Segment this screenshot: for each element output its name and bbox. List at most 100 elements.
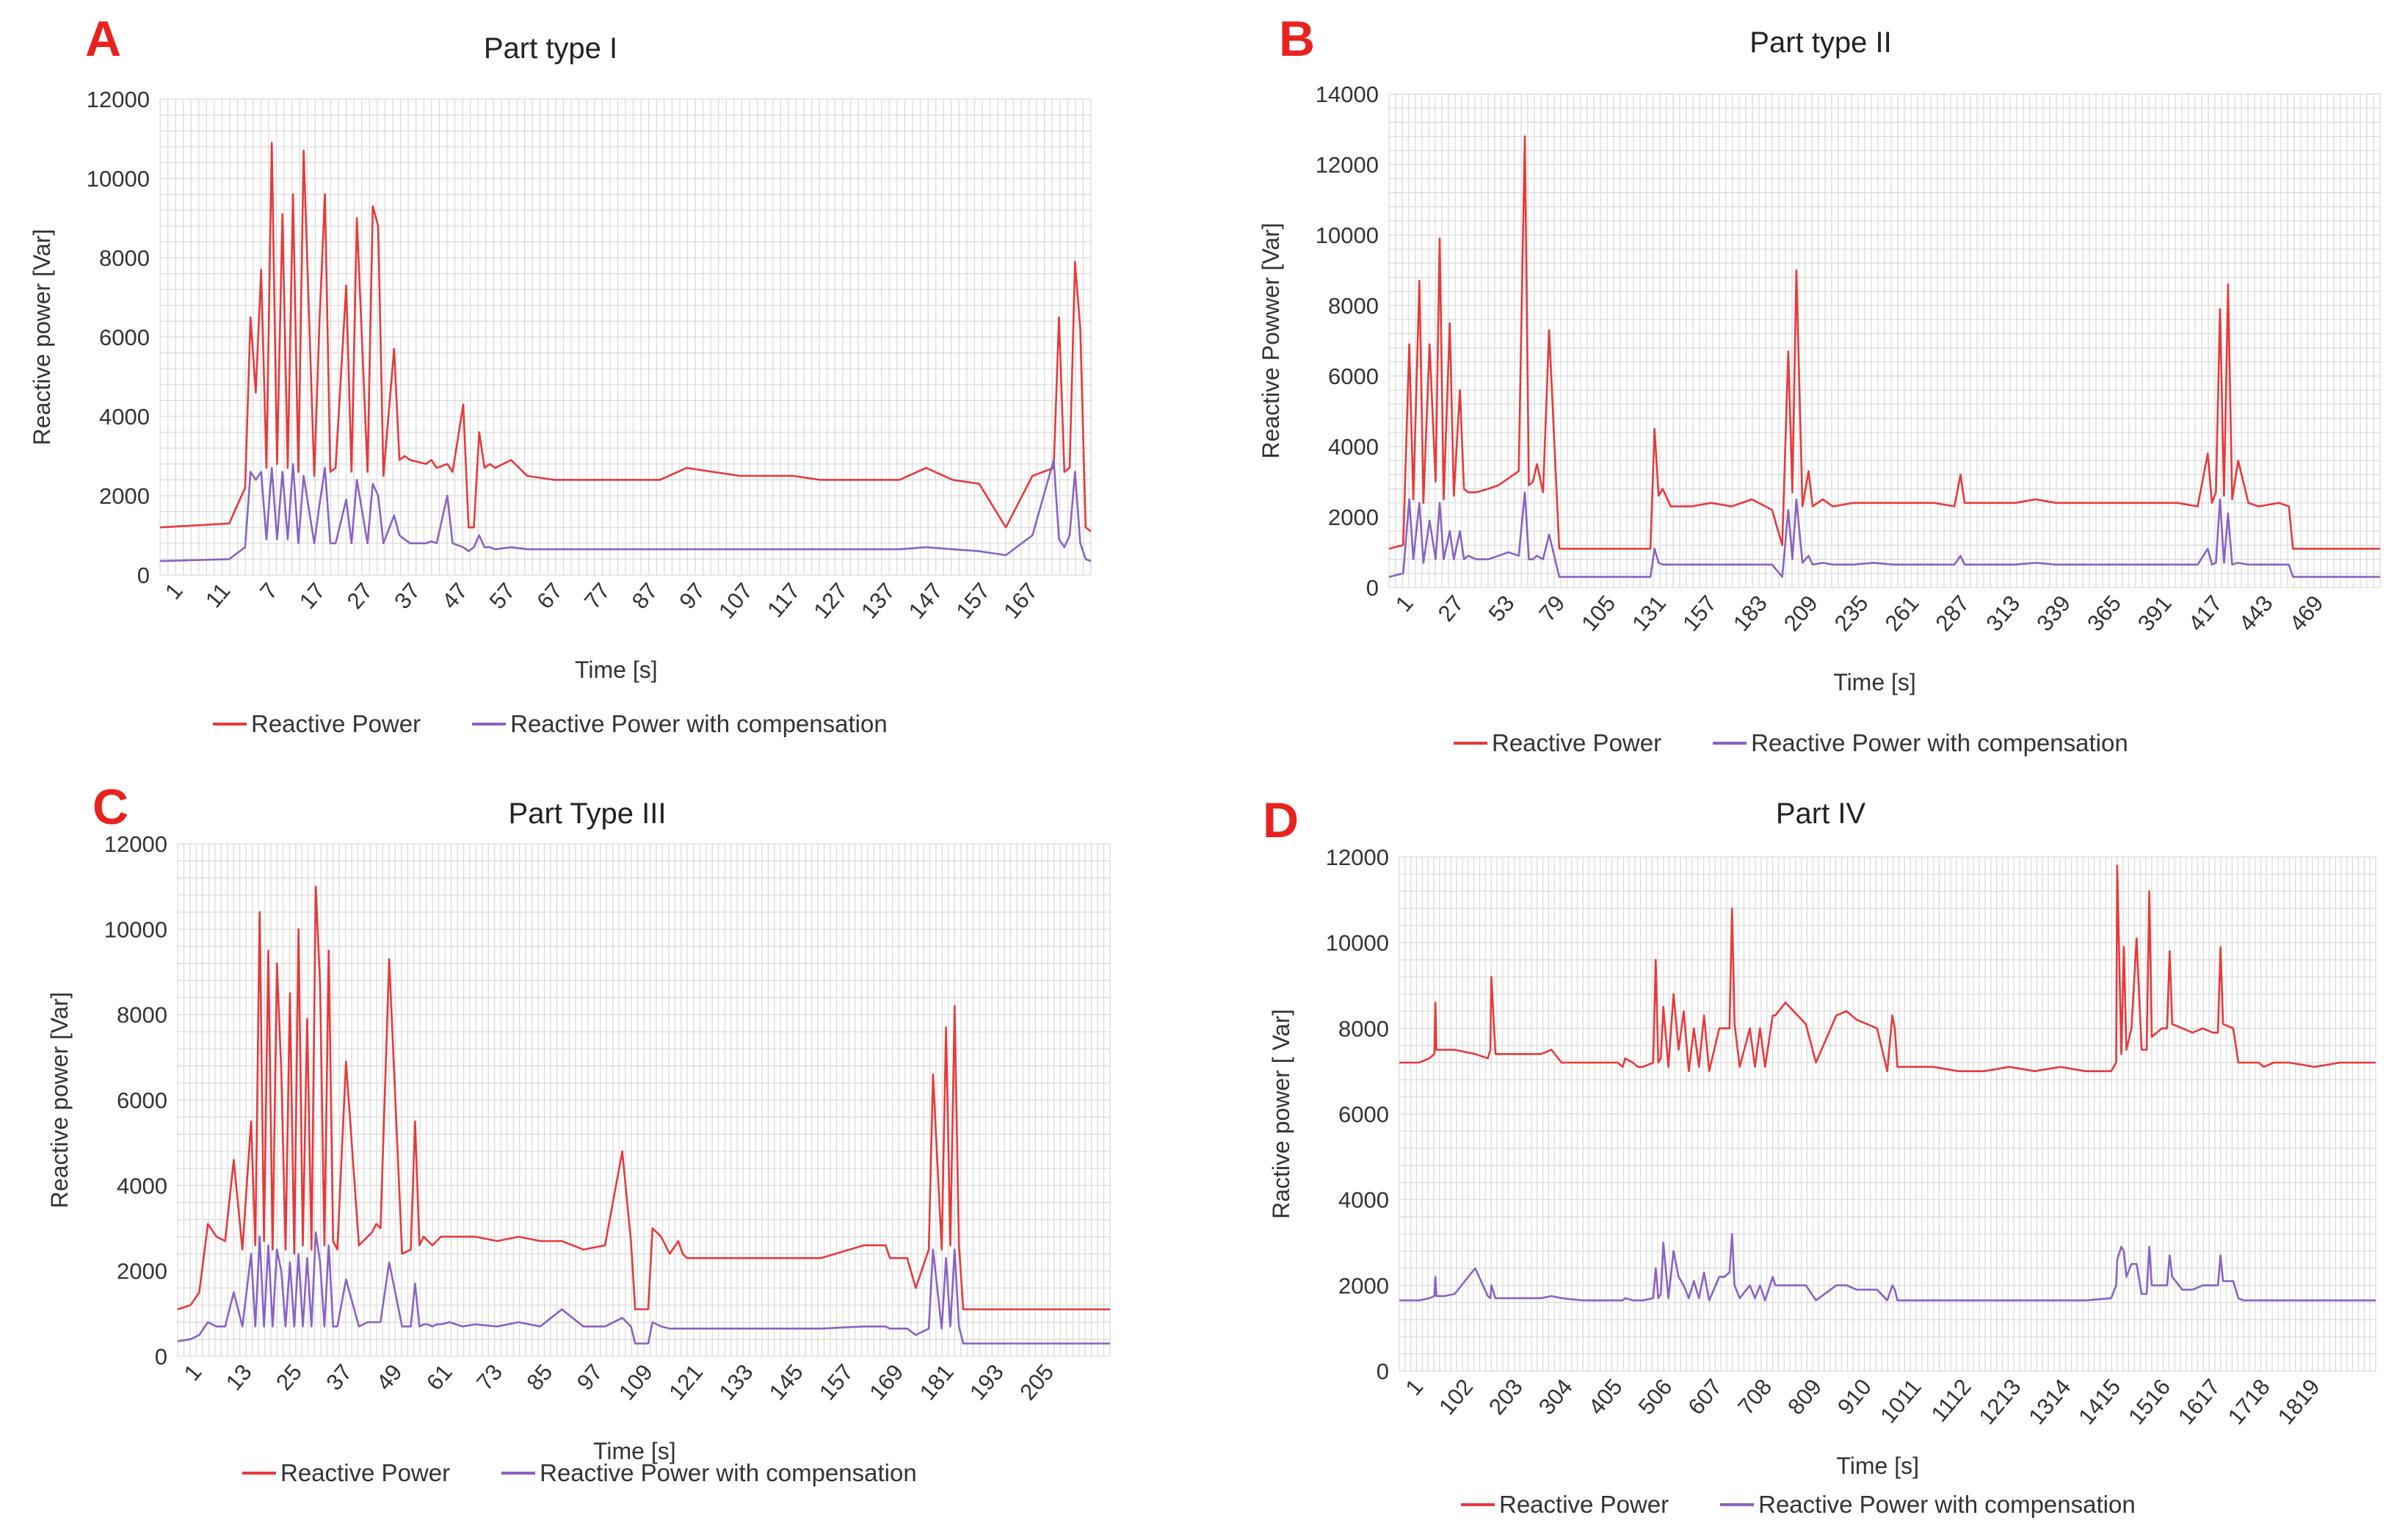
y-tick-label: 0 xyxy=(1377,1359,1389,1384)
legend-label-reactive: Reactive Power xyxy=(1492,729,1662,756)
x-tick-label: 607 xyxy=(1683,1374,1727,1420)
y-tick-label: 10000 xyxy=(104,916,167,942)
x-tick-label: 339 xyxy=(2031,590,2075,636)
legend-label-compensated: Reactive Power with compensation xyxy=(1751,729,2128,756)
x-tick-label: 17 xyxy=(294,578,330,614)
x-tick-label: 417 xyxy=(2183,590,2227,636)
x-tick-label: 183 xyxy=(1728,590,1772,636)
panel-letter-a: A xyxy=(85,11,122,67)
x-tick-label: 57 xyxy=(485,578,521,614)
x-axis-title: Time [s] xyxy=(1836,1453,1919,1479)
x-tick-label: 1112 xyxy=(1926,1374,1976,1427)
y-tick-label: 10000 xyxy=(1326,930,1389,956)
x-tick-label: 169 xyxy=(864,1359,908,1405)
legend-swatch-compensated xyxy=(1720,1503,1755,1506)
x-tick-label: 1516 xyxy=(2123,1374,2175,1429)
y-tick-label: 12000 xyxy=(1326,845,1389,870)
y-tick-label: 14000 xyxy=(1316,82,1379,107)
x-tick-label: 304 xyxy=(1534,1374,1578,1420)
x-tick-label: 167 xyxy=(998,578,1042,623)
chart-panel-b: B Part type II 0 2000 4000 6000 8000 10000 120… xyxy=(1233,0,2408,771)
y-tick-label: 6000 xyxy=(117,1088,167,1113)
x-tick-label: 133 xyxy=(714,1359,758,1405)
x-tick-label: 1314 xyxy=(2023,1374,2075,1429)
y-tick-label: 12000 xyxy=(104,831,167,857)
chart-title-a: Part type I xyxy=(483,32,618,65)
x-tick-label: 1415 xyxy=(2073,1374,2125,1429)
legend-b: Reactive Power Reactive Power with compe… xyxy=(1454,729,2128,757)
y-tick-label: 8000 xyxy=(1338,1016,1389,1041)
y-tick-label: 4000 xyxy=(117,1173,167,1198)
x-tick-label: 137 xyxy=(856,578,900,623)
legend-swatch-compensated xyxy=(1713,742,1747,745)
series-line-compensated-power xyxy=(159,459,1092,563)
y-tick-label: 0 xyxy=(155,1344,167,1370)
x-axis-title: Time [s] xyxy=(575,657,658,683)
x-tick-label: 469 xyxy=(2285,590,2329,636)
legend-item-compensated: Reactive Power with compensation xyxy=(1720,1491,2136,1519)
chart-svg-c: 0 2000 4000 6000 8000 10000 12000 1 13 25 37 49 61 73… xyxy=(46,831,1111,1464)
y-tick-label: 8000 xyxy=(1328,293,1379,319)
x-tick-label: 127 xyxy=(808,578,852,623)
legend-label-reactive: Reactive Power xyxy=(251,710,421,737)
y-tick-label: 4000 xyxy=(1328,434,1379,460)
series-line-reactive-power xyxy=(159,142,1092,532)
y-tick-label: 12000 xyxy=(87,87,150,112)
x-tick-label: 365 xyxy=(2082,590,2126,636)
x-tick-label: 117 xyxy=(762,578,805,622)
x-tick-label: 121 xyxy=(664,1359,708,1405)
x-tick-label: 87 xyxy=(627,578,663,614)
x-tick-label: 443 xyxy=(2234,590,2278,636)
x-tick-label: 27 xyxy=(342,578,378,614)
y-tick-label: 0 xyxy=(137,563,150,588)
x-tick-label: 1 xyxy=(1390,590,1418,617)
x-tick-label: 1 xyxy=(179,1359,207,1386)
legend-label-compensated: Reactive Power with compensation xyxy=(540,1459,917,1486)
x-tick-label: 1718 xyxy=(2223,1374,2275,1429)
legend-swatch-reactive xyxy=(1461,1503,1495,1506)
y-tick-label: 6000 xyxy=(1328,364,1379,389)
y-tick-label: 2000 xyxy=(1328,505,1379,530)
x-tick-label: 53 xyxy=(1484,590,1520,626)
y-axis-title: Reactive power [Var] xyxy=(46,992,73,1209)
x-tick-label: 193 xyxy=(965,1359,1009,1405)
legend-item-compensated: Reactive Power with compensation xyxy=(472,710,888,738)
y-tick-label: 0 xyxy=(1366,575,1379,601)
chart-title-d: Part IV xyxy=(1775,798,1866,830)
chart-svg-d: 0 2000 4000 6000 8000 10000 12000 1 102 203 304 405… xyxy=(1268,845,2376,1479)
x-axis-title: Time [s] xyxy=(1833,669,1916,695)
y-axis-title: Reactive Powwer [Var] xyxy=(1258,223,1284,458)
x-tick-label: 181 xyxy=(915,1359,959,1405)
legend-swatch-compensated xyxy=(472,723,507,726)
x-tick-label: 7 xyxy=(255,578,283,604)
chart-panel-a: A Part type I 0 2000 4000 6000 8000 10000 1200… xyxy=(0,0,1131,764)
y-tick-label: 8000 xyxy=(99,245,150,271)
y-tick-label: 10000 xyxy=(87,166,150,192)
legend-swatch-reactive xyxy=(213,723,247,726)
series-line-reactive-power xyxy=(177,885,1110,1311)
x-axis-title: Time [s] xyxy=(593,1438,676,1464)
x-tick-label: 261 xyxy=(1880,590,1924,636)
y-axis-title: Ractive power [ Var] xyxy=(1268,1009,1294,1219)
x-tick-label: 1011 xyxy=(1875,1374,1926,1428)
legend-label-reactive: Reactive Power xyxy=(1499,1491,1669,1518)
x-tick-label: 205 xyxy=(1015,1359,1059,1405)
x-tick-label: 157 xyxy=(951,578,995,623)
series-line-compensated-power xyxy=(177,1231,1110,1345)
y-tick-label: 6000 xyxy=(1338,1102,1389,1127)
x-tick-label: 1819 xyxy=(2273,1374,2325,1429)
x-tick-label: 131 xyxy=(1627,590,1671,636)
legend-label-compensated: Reactive Power with compensation xyxy=(1758,1491,2136,1518)
legend-swatch-reactive xyxy=(1454,742,1487,745)
legend-c: Reactive Power Reactive Power with compe… xyxy=(242,1459,917,1487)
x-tick-label: 85 xyxy=(521,1359,557,1395)
x-tick-label: 105 xyxy=(1576,590,1620,636)
x-tick-label: 67 xyxy=(532,578,567,614)
x-tick-label: 11 xyxy=(200,578,236,612)
x-tick-label: 1213 xyxy=(1973,1374,2026,1429)
chart-title-c: Part Type III xyxy=(508,798,667,830)
legend-item-reactive: Reactive Power xyxy=(213,710,421,738)
y-axis-title: Reactive power [Var] xyxy=(29,229,55,446)
x-tick-label: 1617 xyxy=(2173,1374,2225,1429)
